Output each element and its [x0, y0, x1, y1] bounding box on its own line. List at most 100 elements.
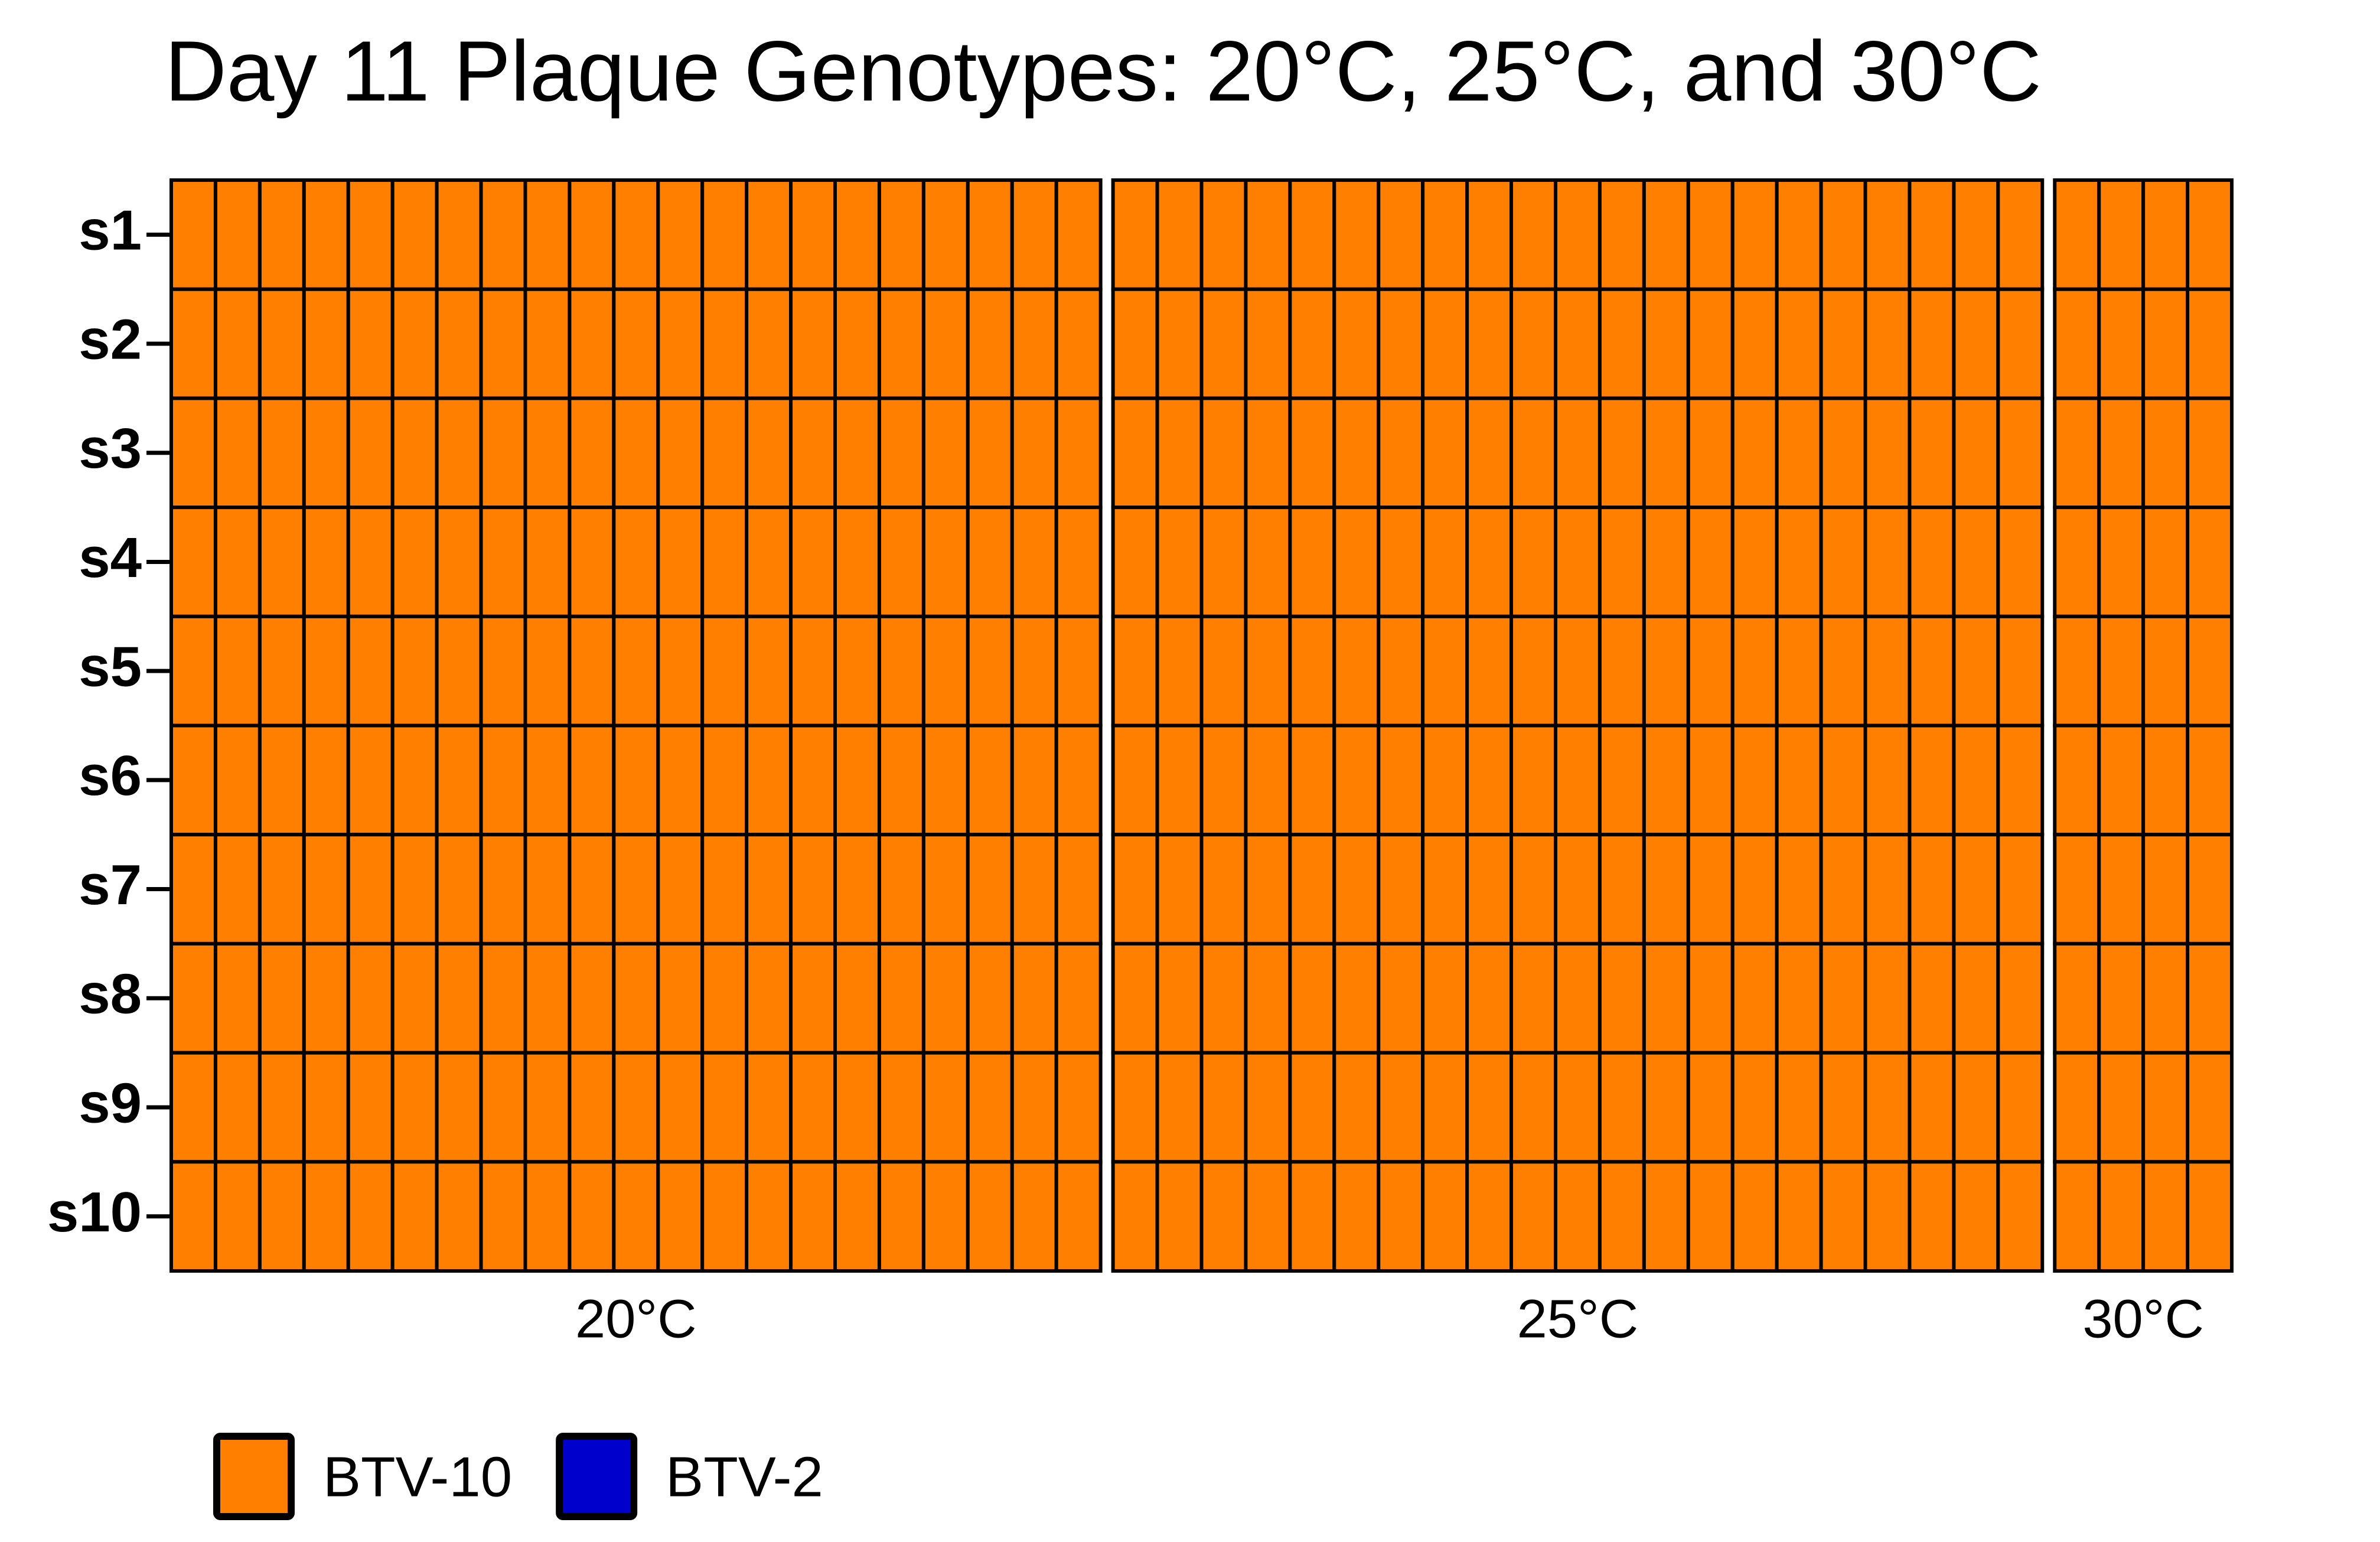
cell	[2141, 1160, 2190, 1273]
cell	[1155, 1051, 1204, 1164]
cell	[1288, 396, 1336, 510]
cell	[1952, 1160, 2000, 1273]
cell	[1819, 614, 1867, 728]
cell	[1111, 833, 1159, 946]
cell	[1509, 287, 1557, 400]
cell	[1421, 506, 1469, 618]
y-tick-label: s1	[79, 199, 142, 262]
cell	[1863, 1160, 1912, 1273]
cell	[1199, 1160, 1248, 1273]
cell	[1332, 833, 1381, 946]
y-tick-label: s9	[79, 1071, 142, 1135]
cell	[1010, 178, 1058, 291]
cell	[1730, 723, 1779, 837]
cell	[1819, 396, 1867, 510]
cell	[1010, 723, 1058, 837]
cell	[1642, 833, 1690, 946]
cell	[966, 506, 1014, 618]
cell	[390, 614, 439, 728]
cell	[302, 941, 350, 1055]
cell	[435, 506, 483, 618]
cell	[1908, 178, 1956, 291]
cell	[921, 941, 970, 1055]
cell	[1686, 723, 1735, 837]
cell	[789, 178, 837, 291]
cell	[1199, 941, 1248, 1055]
cell	[213, 833, 262, 946]
cell	[169, 1160, 217, 1273]
cell	[1377, 941, 1425, 1055]
cell	[1155, 396, 1204, 510]
cell	[1111, 723, 1159, 837]
cell	[1421, 1051, 1469, 1164]
cell	[877, 1051, 925, 1164]
cell	[1010, 1051, 1058, 1164]
cell	[1819, 833, 1867, 946]
cell	[1597, 1160, 1646, 1273]
cell	[833, 396, 881, 510]
cell	[1509, 941, 1557, 1055]
cell	[2053, 287, 2101, 400]
cell	[257, 941, 306, 1055]
cell	[1332, 941, 1381, 1055]
cell	[1553, 833, 1602, 946]
cell	[1597, 506, 1646, 618]
cell	[921, 833, 970, 946]
cell	[1775, 287, 1823, 400]
y-tick-label: s6	[79, 744, 142, 807]
cell	[2186, 614, 2234, 728]
cell	[346, 1051, 395, 1164]
cell	[1509, 1160, 1557, 1273]
cell	[2141, 723, 2190, 837]
cell	[1199, 178, 1248, 291]
cell	[1863, 833, 1912, 946]
cell	[1111, 1160, 1159, 1273]
cell	[1775, 1051, 1823, 1164]
cell	[877, 1160, 925, 1273]
cell	[1908, 506, 1956, 618]
cell	[1553, 506, 1602, 618]
cell	[1509, 396, 1557, 510]
cell	[1553, 396, 1602, 510]
cell	[700, 941, 749, 1055]
cell	[390, 833, 439, 946]
cell	[1054, 1160, 1103, 1273]
cell	[1642, 178, 1690, 291]
cell	[966, 1160, 1014, 1273]
cell	[1952, 941, 2000, 1055]
cell	[1553, 287, 1602, 400]
cell	[877, 941, 925, 1055]
cell	[1465, 396, 1514, 510]
cell	[1377, 1160, 1425, 1273]
cell	[1244, 723, 1292, 837]
cell	[745, 1051, 793, 1164]
cell	[2053, 614, 2101, 728]
cell	[745, 396, 793, 510]
cell	[612, 287, 660, 400]
cell	[1775, 723, 1823, 837]
cell	[1996, 506, 2045, 618]
cell	[1863, 178, 1912, 291]
cell	[1597, 614, 1646, 728]
cell	[523, 941, 572, 1055]
cell	[1686, 178, 1735, 291]
cell	[390, 178, 439, 291]
cell	[2097, 1160, 2146, 1273]
cell	[745, 614, 793, 728]
cell	[568, 396, 616, 510]
cell	[2186, 1051, 2234, 1164]
cell	[1155, 178, 1204, 291]
cell	[479, 178, 527, 291]
cell	[302, 614, 350, 728]
cell	[1952, 833, 2000, 946]
cell	[789, 941, 837, 1055]
y-tick-label: s7	[79, 853, 142, 917]
chart-title: Day 11 Plaque Genotypes: 20°C, 25°C, and…	[165, 23, 2042, 119]
cell	[523, 723, 572, 837]
cell	[1996, 1160, 2045, 1273]
cell	[435, 178, 483, 291]
cell	[479, 1160, 527, 1273]
cell	[523, 178, 572, 291]
cell	[1597, 287, 1646, 400]
cell	[1288, 178, 1336, 291]
